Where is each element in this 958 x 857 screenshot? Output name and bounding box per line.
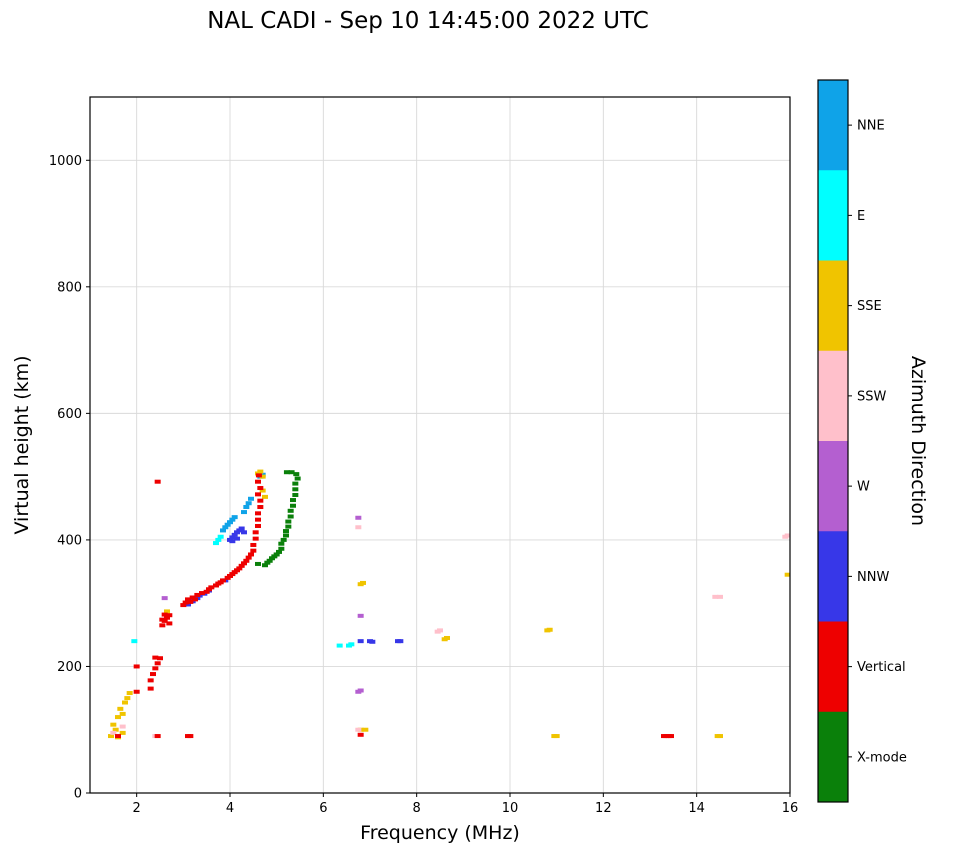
- svg-text:2: 2: [133, 801, 141, 816]
- colorbar-label: Azimuth Direction: [907, 355, 929, 527]
- series-SSW: [110, 525, 790, 739]
- colorbar-tick-label: Vertical: [857, 660, 906, 675]
- plot-border: [89, 96, 791, 794]
- colorbar: NNE E SSE SSW W NNW Vertical X-mode: [817, 79, 907, 803]
- svg-text:4: 4: [226, 801, 234, 816]
- grid: [90, 97, 791, 794]
- svg-text:16: 16: [782, 801, 799, 816]
- colorbar-tick-label: SSE: [857, 299, 882, 314]
- svg-text:800: 800: [57, 280, 82, 295]
- svg-text:14: 14: [688, 801, 705, 816]
- svg-text:400: 400: [57, 533, 82, 548]
- svg-text:200: 200: [57, 660, 82, 675]
- colorbar-border: [817, 79, 849, 803]
- svg-text:600: 600: [57, 407, 82, 422]
- colorbar-tick-label: NNE: [857, 119, 885, 134]
- colorbar-tick-label: SSW: [857, 389, 887, 404]
- svg-text:6: 6: [319, 801, 327, 816]
- axis-tick-labels: 2 4 6 8 10 12 14 16 0 200 400 600 800 1000: [49, 154, 798, 816]
- series-SSE: [108, 469, 790, 740]
- y-axis-label: Virtual height (km): [11, 355, 33, 535]
- x-axis-label: Frequency (MHz): [360, 822, 520, 844]
- series-E: [131, 534, 355, 648]
- colorbar-tick-label: X-mode: [857, 750, 907, 765]
- svg-text:10: 10: [502, 801, 519, 816]
- svg-text:8: 8: [413, 801, 421, 816]
- axis-ticks: [86, 159, 791, 797]
- series-X-mode: [255, 470, 301, 568]
- colorbar-tick-label: E: [857, 209, 865, 224]
- colorbar-tick-label: NNW: [857, 570, 889, 585]
- chart-title: NAL CADI - Sep 10 14:45:00 2022 UTC: [207, 8, 649, 34]
- series-W: [161, 515, 364, 694]
- series-Vertical: [115, 473, 674, 739]
- svg-text:12: 12: [595, 801, 612, 816]
- svg-text:1000: 1000: [49, 154, 82, 169]
- svg-text:0: 0: [74, 787, 82, 802]
- scatter-points: [108, 469, 790, 740]
- colorbar-tick-label: W: [857, 480, 870, 495]
